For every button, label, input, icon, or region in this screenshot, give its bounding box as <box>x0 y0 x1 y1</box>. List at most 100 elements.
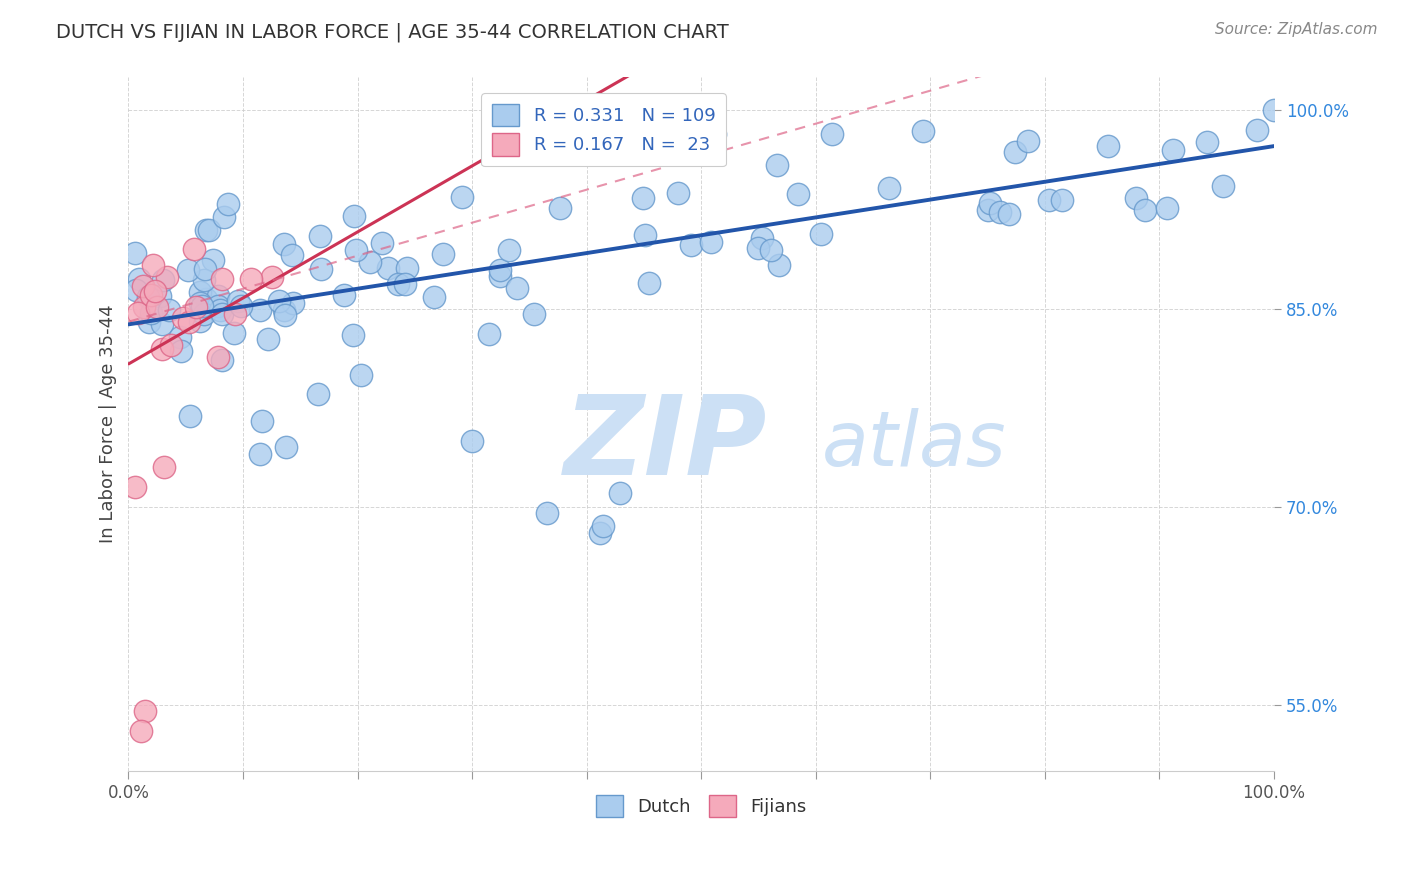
Point <box>188 314 211 328</box>
Point <box>638 276 661 290</box>
Point <box>450 189 472 203</box>
Point <box>201 252 224 267</box>
Point <box>387 277 409 291</box>
Point <box>1125 191 1147 205</box>
Point <box>194 222 217 236</box>
Point <box>342 328 364 343</box>
Point <box>704 127 727 141</box>
Point <box>395 260 418 275</box>
Point <box>138 315 160 329</box>
Point <box>592 519 614 533</box>
Point <box>988 205 1011 219</box>
Point <box>184 300 207 314</box>
Point <box>188 285 211 299</box>
Text: ZIP: ZIP <box>564 392 768 499</box>
Point <box>666 186 689 200</box>
Point <box>394 277 416 291</box>
Point <box>183 242 205 256</box>
Point <box>787 186 810 201</box>
Point <box>506 281 529 295</box>
Point <box>370 235 392 250</box>
Point <box>229 299 252 313</box>
Point <box>132 300 155 314</box>
Point <box>273 236 295 251</box>
Point <box>489 262 512 277</box>
Point <box>810 227 832 242</box>
Point <box>141 288 163 302</box>
Point <box>134 704 156 718</box>
Point <box>211 352 233 367</box>
Point <box>350 368 373 382</box>
Point <box>150 342 173 356</box>
Y-axis label: In Labor Force | Age 35-44: In Labor Force | Age 35-44 <box>100 305 117 543</box>
Point <box>1135 202 1157 217</box>
Point <box>249 303 271 318</box>
Point <box>273 303 295 318</box>
Point <box>679 237 702 252</box>
Point <box>1263 103 1285 118</box>
Point <box>1052 193 1074 207</box>
Point <box>179 409 201 424</box>
Point <box>198 223 221 237</box>
Point <box>156 270 179 285</box>
Point <box>143 284 166 298</box>
Point <box>152 273 174 287</box>
Point <box>377 261 399 276</box>
Point <box>211 272 233 286</box>
Point <box>765 158 787 172</box>
Point <box>633 228 655 243</box>
Point <box>194 262 217 277</box>
Point <box>193 307 215 321</box>
Point <box>194 293 217 307</box>
Point <box>422 289 444 303</box>
Point <box>309 261 332 276</box>
Text: atlas: atlas <box>821 408 1007 482</box>
Point <box>129 724 152 739</box>
Point <box>160 338 183 352</box>
Text: Source: ZipAtlas.com: Source: ZipAtlas.com <box>1215 22 1378 37</box>
Point <box>157 302 180 317</box>
Point <box>820 127 842 141</box>
Legend: Dutch, Fijians: Dutch, Fijians <box>589 788 814 824</box>
Point <box>432 247 454 261</box>
Point <box>877 180 900 194</box>
Point <box>207 289 229 303</box>
Point <box>208 303 231 318</box>
Point <box>997 207 1019 221</box>
Point <box>332 287 354 301</box>
Point <box>979 196 1001 211</box>
Point <box>226 293 249 308</box>
Point <box>190 296 212 310</box>
Point <box>124 283 146 297</box>
Point <box>631 191 654 205</box>
Point <box>343 209 366 223</box>
Point <box>179 315 201 329</box>
Point <box>699 235 721 249</box>
Point <box>768 258 790 272</box>
Point <box>307 387 329 401</box>
Point <box>1156 201 1178 215</box>
Point <box>751 231 773 245</box>
Point <box>1004 145 1026 159</box>
Point <box>172 311 194 326</box>
Point <box>249 447 271 461</box>
Point <box>281 295 304 310</box>
Point <box>214 211 236 225</box>
Point <box>281 248 304 262</box>
Point <box>308 229 330 244</box>
Point <box>217 196 239 211</box>
Point <box>344 243 367 257</box>
Point <box>153 460 176 475</box>
Point <box>609 486 631 500</box>
Point <box>1195 135 1218 149</box>
Point <box>498 243 520 257</box>
Point <box>170 344 193 359</box>
Point <box>222 326 245 340</box>
Point <box>146 300 169 314</box>
Point <box>359 255 381 269</box>
Point <box>536 506 558 520</box>
Point <box>139 306 162 320</box>
Point <box>274 309 297 323</box>
Point <box>488 269 510 284</box>
Point <box>211 307 233 321</box>
